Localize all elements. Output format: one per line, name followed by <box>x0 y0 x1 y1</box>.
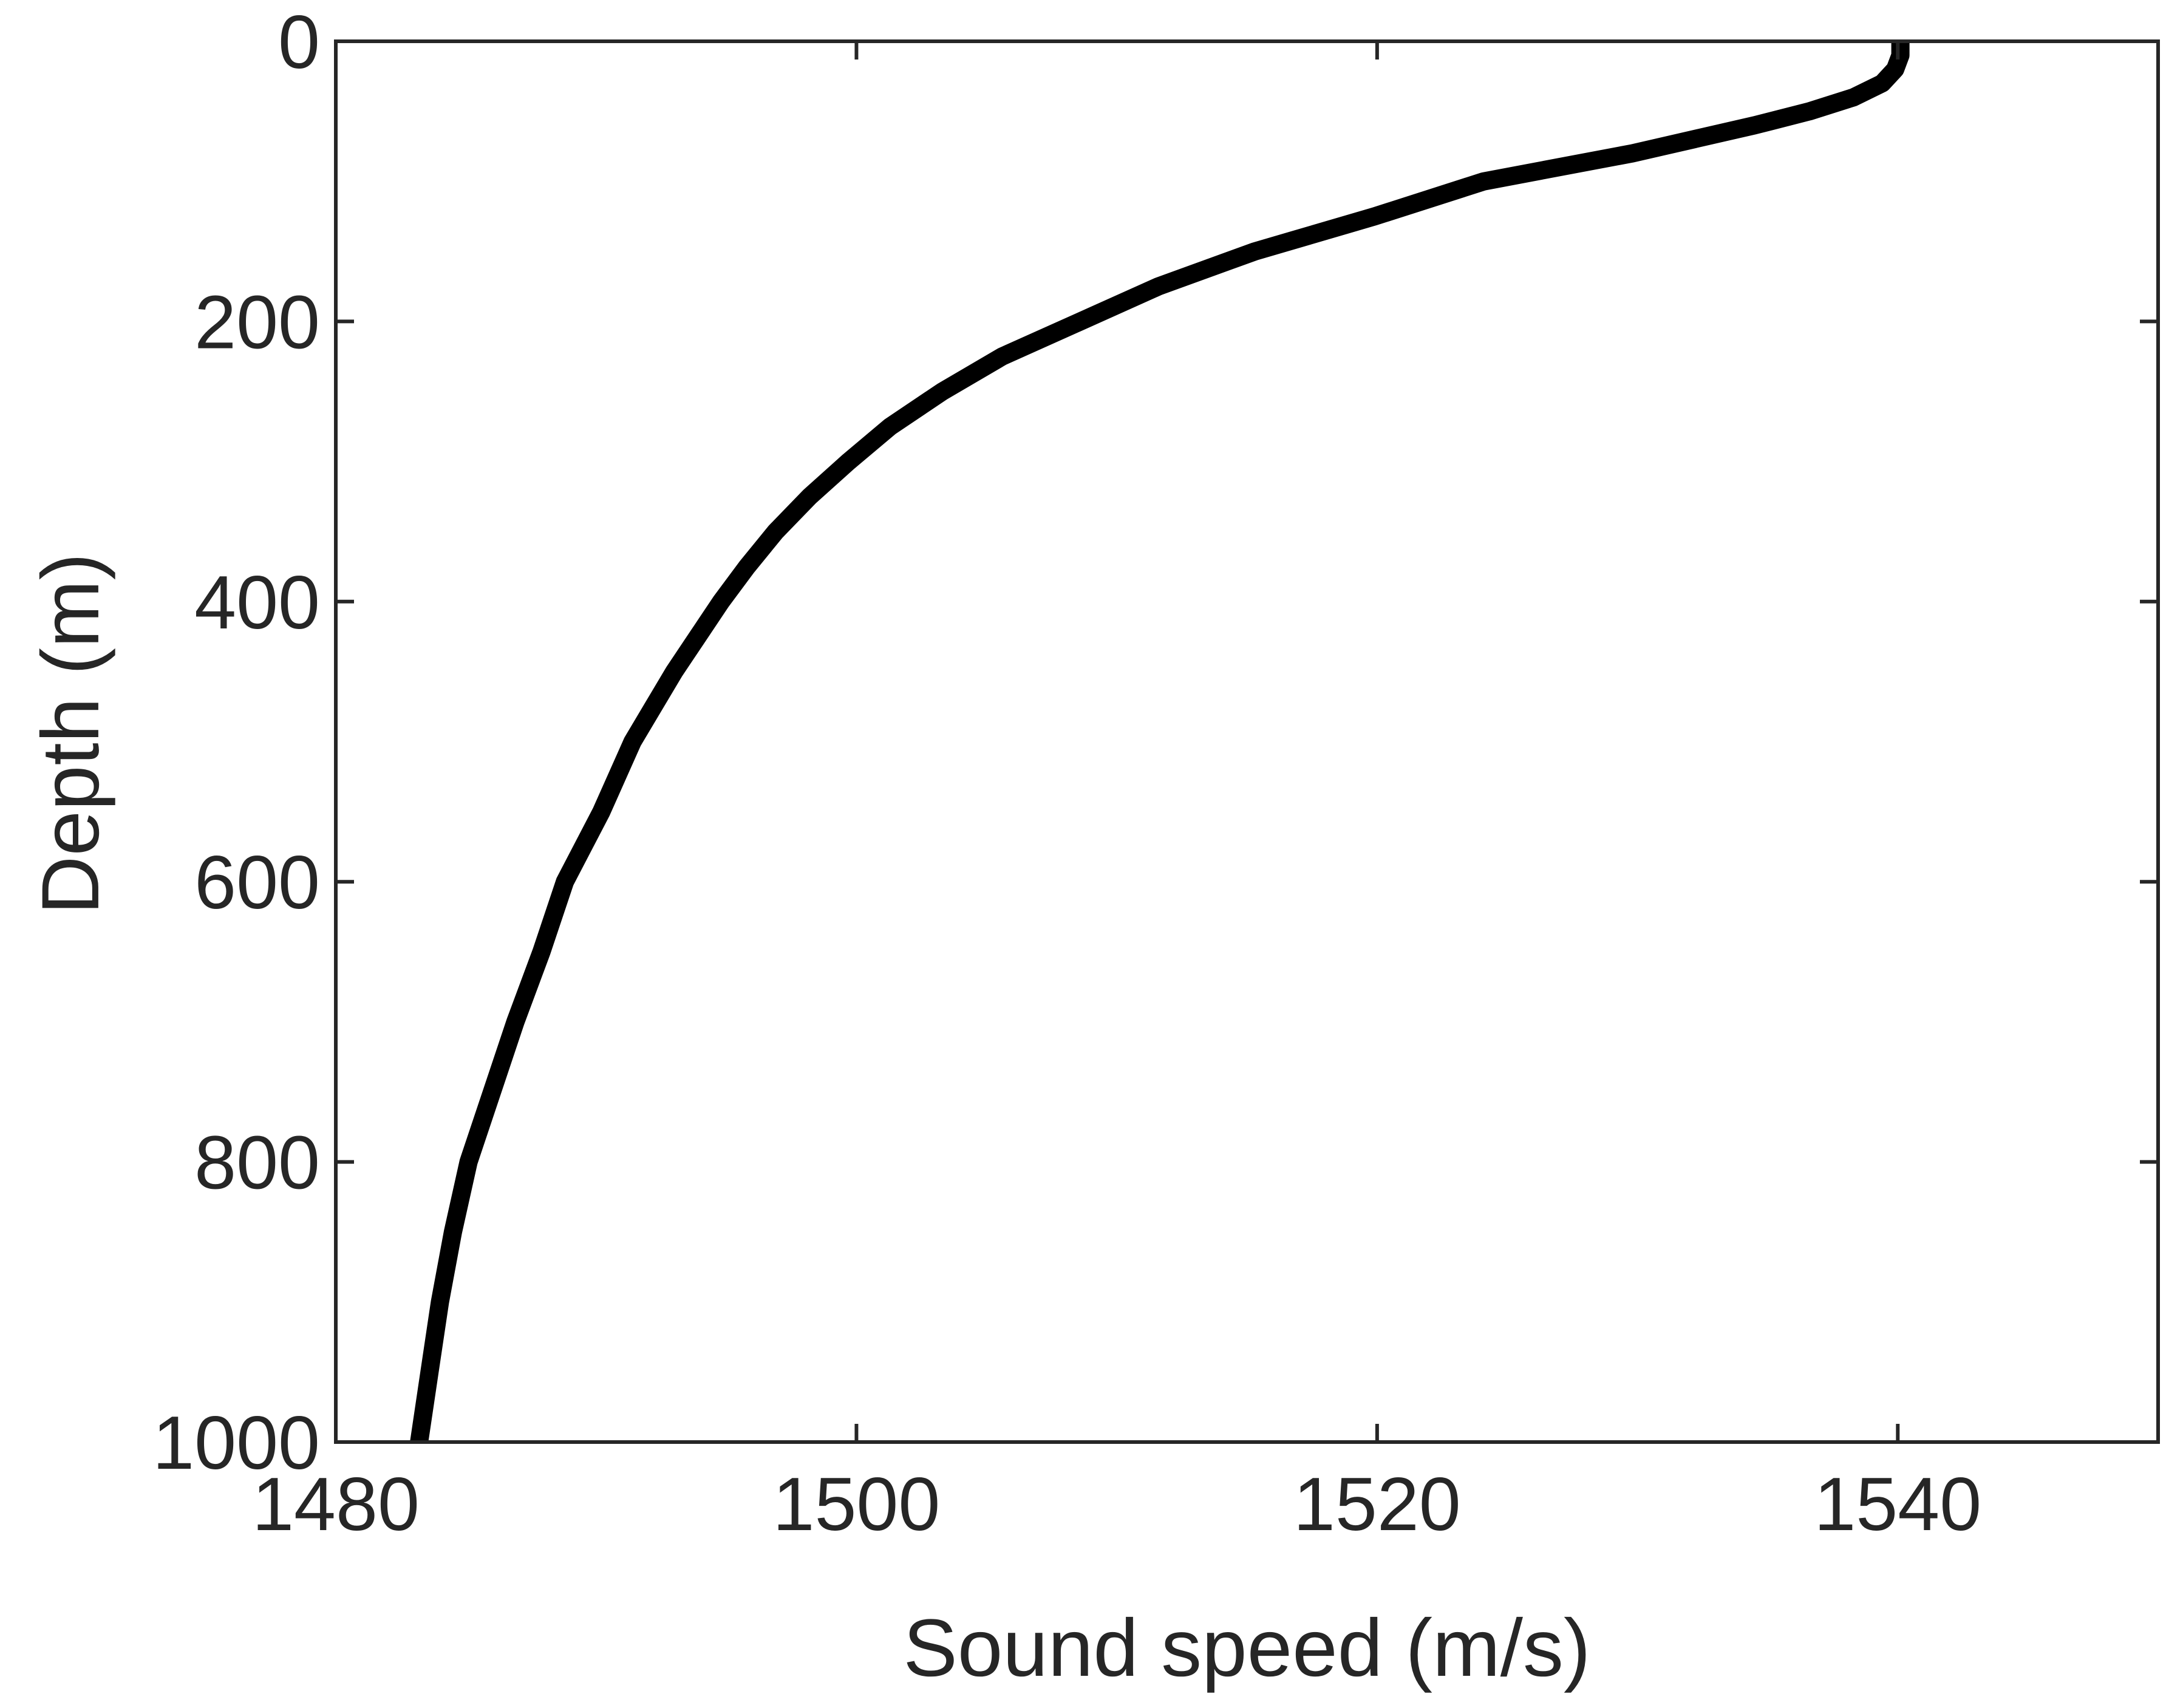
y-tick-label: 800 <box>194 1121 320 1205</box>
axes-box <box>334 39 2160 1444</box>
x-tick-label: 1540 <box>1814 1463 1981 1546</box>
y-tick-label: 600 <box>194 841 320 925</box>
y-tick-label: 200 <box>194 281 320 364</box>
tick-label-layer: 1480 1500 1520 1540 0 200 400 600 800 1000 <box>152 1 1981 1546</box>
x-tick-label: 1480 <box>252 1463 420 1546</box>
y-tick-label: 0 <box>278 1 320 84</box>
x-tick-label: 1520 <box>1293 1463 1461 1546</box>
x-tick-label: 1500 <box>772 1463 940 1546</box>
y-axis-label: Depth (m) <box>26 553 116 915</box>
plot-layer <box>410 41 1910 1444</box>
y-tick-label: 1000 <box>152 1401 320 1485</box>
y-tick-label: 400 <box>194 561 320 645</box>
x-axis-label: Sound speed (m/s) <box>903 1603 1590 1693</box>
sound-speed-line <box>410 41 1910 1444</box>
